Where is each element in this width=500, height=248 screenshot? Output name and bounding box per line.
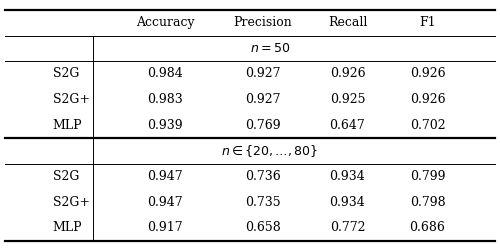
Text: 0.772: 0.772 [330,221,365,234]
Text: 0.927: 0.927 [245,67,280,81]
Text: 0.939: 0.939 [147,119,183,132]
Text: 0.926: 0.926 [330,67,366,81]
Text: Recall: Recall [328,16,367,29]
Text: 0.769: 0.769 [244,119,280,132]
Text: S2G: S2G [52,67,79,81]
Text: 0.983: 0.983 [147,93,183,106]
Text: 0.984: 0.984 [147,67,183,81]
Text: 0.686: 0.686 [410,221,446,234]
Text: 0.702: 0.702 [410,119,446,132]
Text: 0.658: 0.658 [244,221,280,234]
Text: S2G+: S2G+ [52,93,90,106]
Text: S2G: S2G [52,170,79,183]
Text: S2G+: S2G+ [52,196,90,209]
Text: $n = 50$: $n = 50$ [250,42,290,55]
Text: F1: F1 [419,16,436,29]
Text: 0.735: 0.735 [244,196,280,209]
Text: 0.917: 0.917 [147,221,183,234]
Text: 0.926: 0.926 [410,67,446,81]
Text: 0.798: 0.798 [410,196,446,209]
Text: 0.934: 0.934 [330,196,366,209]
Text: 0.736: 0.736 [244,170,280,183]
Text: 0.927: 0.927 [245,93,280,106]
Text: 0.799: 0.799 [410,170,446,183]
Text: Precision: Precision [233,16,292,29]
Text: 0.647: 0.647 [330,119,366,132]
Text: 0.947: 0.947 [147,170,183,183]
Text: 0.925: 0.925 [330,93,365,106]
Text: $n \in \{20,\ldots,80\}$: $n \in \{20,\ldots,80\}$ [222,143,318,159]
Text: 0.934: 0.934 [330,170,366,183]
Text: MLP: MLP [52,119,82,132]
Text: 0.947: 0.947 [147,196,183,209]
Text: 0.926: 0.926 [410,93,446,106]
Text: Accuracy: Accuracy [136,16,194,29]
Text: MLP: MLP [52,221,82,234]
